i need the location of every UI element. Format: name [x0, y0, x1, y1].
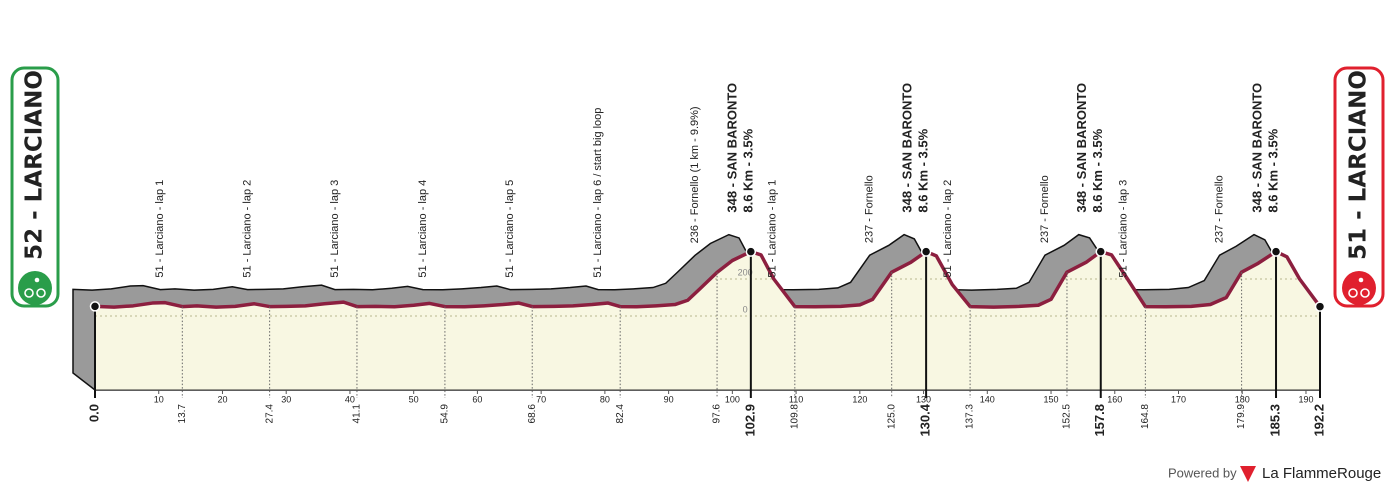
x-tick-label: 90 — [664, 394, 674, 404]
waypoint-dot — [920, 246, 932, 257]
waypoint-label: 51 - Larciano - lap 1 — [767, 180, 779, 278]
waypoint-sublabel: 8.6 Km - 3.5% — [1265, 128, 1280, 212]
x-tick-label: 190 — [1298, 394, 1313, 404]
bike-icon — [34, 277, 40, 283]
waypoint-label: 51 - Larciano - lap 1 — [154, 180, 166, 278]
sign-frame — [1333, 66, 1385, 308]
waypoint-km: 68.6 — [527, 404, 538, 424]
waypoint-km: 185.3 — [1267, 404, 1282, 437]
profile-line — [94, 249, 1322, 309]
waypoint-label: 348 - SAN BARONTO — [1249, 83, 1264, 213]
waypoint-km: 102.9 — [742, 404, 757, 437]
waypoint-km: 157.8 — [1092, 404, 1107, 437]
waypoint-label: 236 - Fornello (1 km - 9.9%) — [689, 106, 701, 243]
waypoint-sublabel: 8.6 Km - 3.5% — [1090, 128, 1105, 212]
x-tick-label: 40 — [345, 394, 355, 404]
waypoint-label: 51 - Larciano - lap 3 — [329, 180, 341, 278]
x-tick-label: 160 — [1107, 394, 1122, 404]
waypoint-dot — [1270, 246, 1282, 257]
waypoint-km: 13.7 — [177, 404, 188, 424]
bike-icon — [1348, 288, 1358, 298]
waypoint-label: 237 - Fornello — [864, 175, 876, 243]
waypoint-km: 97.6 — [712, 404, 723, 424]
x-tick-label: 70 — [536, 394, 546, 404]
waypoint-km: 192.2 — [1311, 404, 1326, 437]
waypoint-label: 348 - SAN BARONTO — [900, 83, 915, 213]
waypoint-dot — [1095, 246, 1106, 257]
waypoint-label: 51 - Larciano - lap 2 — [942, 180, 954, 278]
waypoint-sublabel: 8.6 Km - 3.5% — [740, 128, 755, 212]
waypoint-dot — [89, 301, 101, 312]
waypoint-km: 41.1 — [352, 404, 363, 424]
waypoint-label: 51 - Larciano - lap 6 / start big loop — [592, 108, 604, 278]
waypoint-km: 125.0 — [886, 404, 897, 429]
waypoint-km: 0.0 — [86, 404, 101, 422]
waypoint-label: 51 - Larciano - lap 3 — [1117, 180, 1129, 278]
waypoint-km: 130.4 — [918, 403, 933, 436]
waypoint-label: 348 - SAN BARONTO — [724, 83, 739, 213]
x-tick-label: 110 — [789, 394, 803, 404]
waypoint-km: 54.9 — [440, 404, 451, 424]
x-tick-label: 150 — [1044, 394, 1059, 404]
bike-icon — [1342, 271, 1376, 305]
brand: La FlammeRouge — [1262, 465, 1381, 482]
waypoint-km: 109.8 — [789, 404, 800, 429]
waypoint-km: 152.5 — [1062, 404, 1073, 429]
bike-icon — [1360, 288, 1370, 298]
waypoint-km: 179.9 — [1236, 404, 1247, 429]
x-tick-label: 30 — [281, 394, 291, 404]
waypoint-label: 237 - Fornello — [1039, 175, 1051, 243]
waypoint-label: 237 - Fornello — [1214, 175, 1226, 243]
x-tick-label: 180 — [1235, 394, 1250, 404]
start-label: 52 - LARCIANO — [22, 70, 48, 260]
waypoint-dot — [745, 246, 757, 257]
profile-face — [95, 251, 1320, 390]
footer: Powered by La FlammeRouge — [1168, 465, 1381, 482]
waypoint-label: 51 - Larciano - lap 4 — [417, 180, 429, 278]
waypoint-sublabel: 8.6 Km - 3.5% — [916, 128, 931, 212]
x-tick-label: 170 — [1171, 394, 1186, 404]
waypoint-label: 51 - Larciano - lap 2 — [242, 180, 254, 278]
waypoint-km: 137.3 — [965, 404, 976, 429]
waypoint-dot — [1314, 301, 1326, 312]
y-tick-label: 0 — [743, 304, 748, 314]
bike-icon — [1358, 277, 1364, 283]
x-tick-label: 10 — [154, 394, 164, 404]
start-sign: 52 - LARCIANO — [10, 66, 60, 308]
brand-logo — [1240, 466, 1256, 482]
bike-icon — [18, 271, 52, 305]
x-tick-label: 120 — [852, 394, 867, 404]
waypoint-km: 82.4 — [615, 404, 626, 424]
x-tick-label: 60 — [472, 394, 482, 404]
waypoint-km: 164.8 — [1140, 404, 1151, 429]
bike-icon — [24, 288, 34, 298]
plot: 0 200 10 20 30 40 50 60 70 80 90 100 110 120 130 140 150… — [72, 83, 1326, 437]
x-tick-label: 80 — [600, 394, 610, 404]
finish-label: 51 - LARCIANO — [1346, 70, 1372, 260]
waypoint-km: 27.4 — [264, 404, 275, 424]
bike-icon — [36, 288, 46, 298]
finish-sign: 51 - LARCIANO — [1333, 66, 1385, 308]
y-tick-label: 200 — [738, 267, 753, 277]
sign-frame — [10, 66, 60, 308]
x-tick-label: 50 — [409, 394, 419, 404]
x-tick-label: 140 — [980, 394, 995, 404]
x-tick-label: 130 — [916, 394, 931, 404]
waypoint-label: 348 - SAN BARONTO — [1074, 83, 1089, 213]
waypoint-label: 51 - Larciano - lap 5 — [504, 180, 516, 278]
powered-by: Powered by — [1168, 465, 1237, 480]
x-tick-label: 20 — [217, 394, 227, 404]
x-tick-label: 100 — [725, 394, 740, 404]
